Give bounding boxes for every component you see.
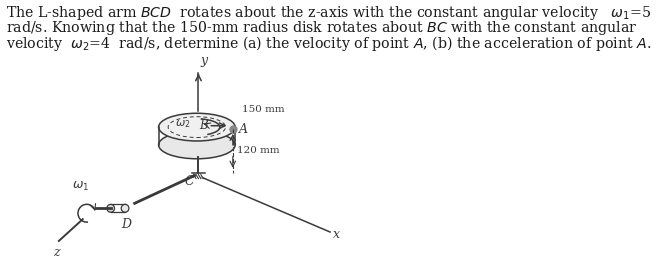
Text: 150 mm: 150 mm (242, 105, 284, 114)
Text: A: A (239, 123, 248, 136)
Text: $\omega_1$: $\omega_1$ (72, 180, 90, 193)
Text: The L-shaped arm $BCD$  rotates about the z-axis with the constant angular veloc: The L-shaped arm $BCD$ rotates about the… (6, 4, 651, 22)
Text: z: z (53, 246, 60, 259)
Text: 120 mm: 120 mm (236, 146, 279, 155)
Text: x: x (333, 227, 339, 241)
Text: rad/s. Knowing that the 150-mm radius disk rotates about $BC$ with the constant : rad/s. Knowing that the 150-mm radius di… (6, 19, 637, 37)
Text: velocity  $\omega_2$=4  rad/s, determine (a) the velocity of point $A$, (b) the : velocity $\omega_2$=4 rad/s, determine (… (6, 34, 651, 53)
Ellipse shape (121, 204, 129, 212)
Ellipse shape (158, 113, 235, 141)
Ellipse shape (107, 204, 114, 212)
Text: B: B (199, 119, 208, 132)
Text: D: D (121, 218, 131, 231)
Text: $\omega_2$: $\omega_2$ (174, 118, 190, 130)
Ellipse shape (158, 131, 235, 159)
Text: y: y (201, 54, 208, 67)
Text: C: C (184, 175, 194, 188)
